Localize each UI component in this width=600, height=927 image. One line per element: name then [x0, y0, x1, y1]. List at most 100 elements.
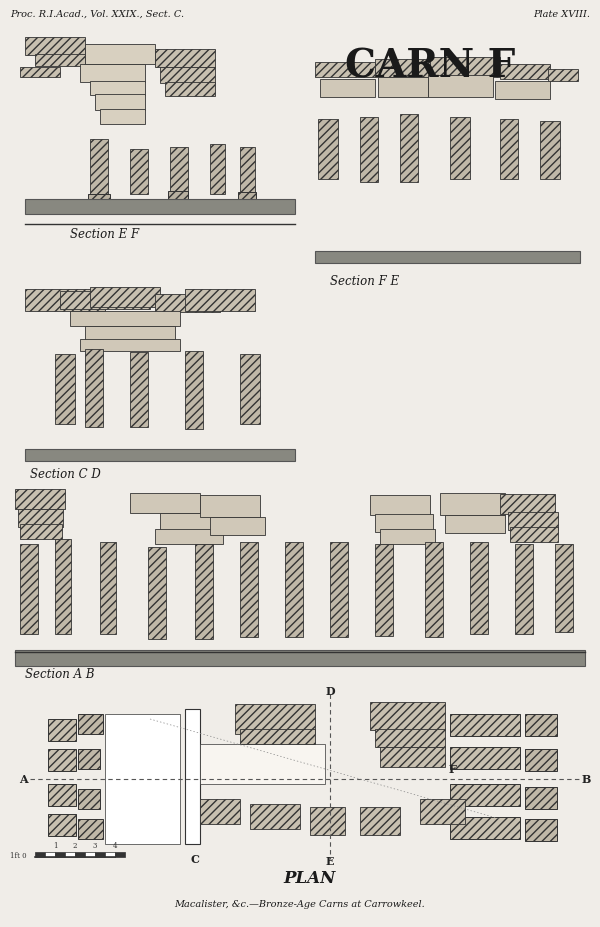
Bar: [148, 548, 166, 640]
Bar: [240, 147, 255, 196]
Bar: [48, 814, 76, 836]
Text: Section A B: Section A B: [25, 667, 95, 680]
Text: Section F E: Section F E: [330, 274, 399, 287]
Bar: [185, 709, 200, 844]
Bar: [318, 120, 338, 180]
Bar: [115, 852, 125, 857]
Bar: [130, 352, 148, 427]
Bar: [200, 799, 240, 824]
Bar: [25, 450, 295, 462]
Bar: [450, 747, 520, 769]
Bar: [18, 510, 63, 527]
Bar: [90, 287, 160, 308]
Bar: [90, 82, 145, 95]
Text: 4: 4: [113, 841, 117, 849]
Bar: [95, 852, 105, 857]
Bar: [210, 145, 225, 195]
Bar: [500, 494, 555, 514]
Bar: [95, 95, 145, 111]
Bar: [470, 542, 488, 634]
Bar: [85, 349, 103, 427]
Bar: [78, 789, 100, 809]
Bar: [185, 289, 255, 311]
Text: 3: 3: [93, 841, 97, 849]
Bar: [315, 63, 375, 78]
Bar: [168, 192, 188, 204]
Bar: [105, 852, 115, 857]
Bar: [155, 295, 220, 312]
Bar: [160, 68, 215, 84]
Bar: [200, 495, 260, 517]
Bar: [235, 705, 315, 734]
Bar: [375, 730, 445, 747]
Bar: [155, 529, 223, 544]
Bar: [450, 784, 520, 806]
Text: Plate XVIII.: Plate XVIII.: [533, 10, 590, 19]
Bar: [105, 714, 180, 844]
Bar: [80, 339, 180, 351]
Bar: [75, 852, 85, 857]
Bar: [250, 804, 300, 829]
Bar: [495, 82, 550, 100]
Bar: [200, 744, 325, 784]
Bar: [510, 527, 558, 542]
Bar: [370, 703, 445, 730]
Bar: [160, 514, 225, 531]
Bar: [555, 544, 573, 632]
Bar: [165, 83, 215, 97]
Bar: [48, 719, 76, 742]
Bar: [100, 542, 116, 634]
Bar: [78, 819, 103, 839]
Bar: [360, 807, 400, 835]
Bar: [315, 252, 580, 263]
Bar: [525, 714, 557, 736]
Text: Section E F: Section E F: [70, 228, 139, 241]
Text: 1ft 0: 1ft 0: [10, 851, 27, 859]
Bar: [420, 799, 465, 824]
Bar: [20, 68, 60, 78]
Bar: [360, 118, 378, 183]
Bar: [548, 70, 578, 82]
Bar: [375, 514, 433, 532]
Bar: [185, 351, 203, 429]
Bar: [240, 542, 258, 638]
Bar: [320, 80, 375, 98]
Text: E: E: [326, 856, 334, 867]
Bar: [375, 544, 393, 636]
Bar: [500, 65, 550, 80]
Bar: [525, 819, 557, 841]
Bar: [90, 140, 108, 195]
Bar: [450, 118, 470, 180]
Bar: [425, 542, 443, 638]
Bar: [370, 495, 430, 515]
Bar: [508, 513, 558, 530]
Bar: [130, 150, 148, 195]
Bar: [428, 76, 493, 98]
Bar: [170, 147, 188, 195]
Bar: [400, 115, 418, 183]
Bar: [85, 44, 155, 65]
Bar: [155, 50, 215, 68]
Bar: [55, 355, 75, 425]
Bar: [380, 529, 435, 544]
Bar: [378, 78, 428, 98]
Text: B: B: [582, 774, 592, 784]
Bar: [35, 852, 45, 857]
Bar: [310, 807, 345, 835]
Bar: [430, 57, 500, 78]
Bar: [85, 852, 95, 857]
Bar: [60, 292, 150, 310]
Bar: [525, 787, 557, 809]
Bar: [380, 747, 445, 768]
Text: PLAN: PLAN: [284, 870, 336, 886]
Bar: [25, 289, 105, 311]
Bar: [525, 749, 557, 771]
Bar: [238, 193, 256, 205]
Bar: [85, 326, 175, 340]
Bar: [15, 489, 65, 510]
Bar: [515, 544, 533, 634]
Text: Macalister, &c.—Bronze-Age Carns at Carrowkeel.: Macalister, &c.—Bronze-Age Carns at Carr…: [175, 899, 425, 908]
Bar: [15, 651, 585, 667]
Bar: [55, 540, 71, 634]
Bar: [195, 544, 213, 640]
